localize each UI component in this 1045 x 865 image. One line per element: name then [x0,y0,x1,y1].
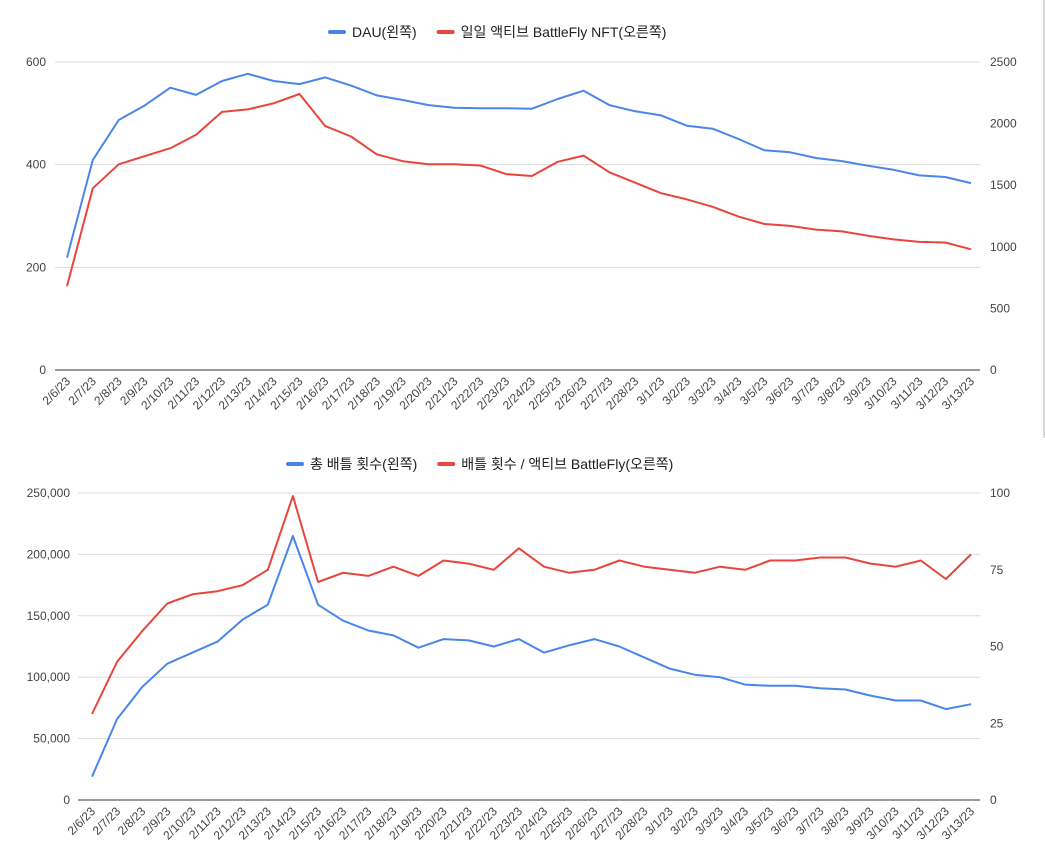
x-tick-label: 2/6/23 [40,374,74,408]
legend-label: 일일 액티브 BattleFly NFT(오른쪽) [461,24,667,40]
x-tick-label: 3/1/23 [634,374,668,408]
x-tick-label: 3/3/23 [685,374,719,408]
x-tick-label: 3/7/23 [789,374,823,408]
x-tick-label: 3/6/23 [763,374,797,408]
legend-label: 배틀 횟수 / 액티브 BattleFly(오른쪽) [461,456,673,472]
x-tick-label: 3/5/23 [737,374,771,408]
x-tick-label: 2/8/23 [91,374,125,408]
x-tick-label: 2/7/23 [65,374,99,408]
y-left-tick-label: 0 [39,363,46,377]
series-line-left-axis [66,72,972,258]
y-right-tick-label: 100 [990,486,1010,500]
y-right-tick-label: 1000 [990,240,1017,254]
y-right-tick-label: 0 [990,363,997,377]
dau-chart-svg: 0 200 400 600 0 500 1000 1500 2000 2500 2/6/232/7/… [26,24,1017,412]
legend-label: 총 배틀 횟수(왼쪽) [310,456,417,472]
dau-chart: 0 200 400 600 0 500 1000 1500 2000 2500 2/6/23 2/7/… [26,24,1017,412]
y-right-tick-label: 500 [990,301,1010,315]
x-tick-label: 3/2/23 [660,374,694,408]
y-left-tick-label: 50,000 [33,732,70,746]
y-right-tick-label: 2000 [990,117,1017,131]
battle-chart: 0 50,000 100,000 150,000 200,000 250,000 0 25 50… [0,440,1045,865]
y-left-tick-label: 100,000 [27,670,71,684]
y-right-tick-label: 50 [990,640,1004,654]
y-left-tick-label: 150,000 [27,609,71,623]
y-left-tick-label: 200,000 [27,547,71,561]
y-right-tick-label: 25 [990,716,1004,730]
series-line-left-axis [91,535,972,778]
y-left-tick-label: 400 [26,158,46,172]
y-left-tick-label: 250,000 [27,486,71,500]
x-tick-label: 3/8/23 [814,374,848,408]
legend-label: DAU(왼쪽) [352,24,417,40]
y-left-tick-label: 0 [63,793,70,807]
x-tick-label: 3/4/23 [711,374,745,408]
series-line-right-axis [66,93,972,287]
battle-chart-svg: 0 50,000 100,000 150,000 200,000 250,000 0 25 50… [27,456,1011,842]
panel-divider [1043,0,1045,438]
y-right-tick-label: 75 [990,563,1004,577]
series-line-right-axis [91,495,972,715]
y-right-tick-label: 0 [990,793,997,807]
y-left-tick-label: 600 [26,55,46,69]
y-right-tick-label: 2500 [990,55,1017,69]
y-right-tick-label: 1500 [990,178,1017,192]
y-left-tick-label: 200 [26,260,46,274]
